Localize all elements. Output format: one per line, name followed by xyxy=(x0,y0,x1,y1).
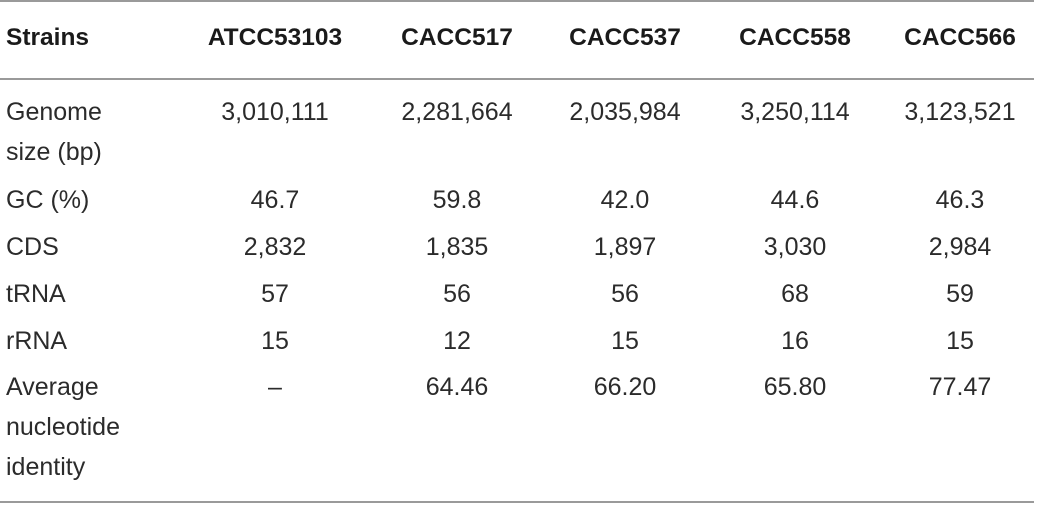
table-cell: 2,984 xyxy=(928,233,992,261)
table-cell: 12 xyxy=(443,327,471,355)
table-cell: 64.46 xyxy=(425,373,489,401)
table-cell: 3,010,111 xyxy=(221,98,329,126)
table-cell: 59.8 xyxy=(432,186,482,214)
table-cell: – xyxy=(268,373,282,401)
table-cell: 16 xyxy=(781,327,809,355)
table-cell: 56 xyxy=(443,280,471,308)
table-cell: 3,123,521 xyxy=(904,98,1016,126)
bottom-rule xyxy=(0,501,1034,503)
table-cell: 65.80 xyxy=(763,373,827,401)
table-cell: 46.7 xyxy=(250,186,300,214)
row-label-line: rRNA xyxy=(6,327,68,355)
row-label-line: size (bp) xyxy=(6,138,102,166)
table-cell: 15 xyxy=(261,327,289,355)
row-label-line: tRNA xyxy=(6,280,66,308)
table-cell: 66.20 xyxy=(593,373,657,401)
table-cell: 2,035,984 xyxy=(569,98,681,126)
table-cell: 15 xyxy=(946,327,974,355)
row-label: rRNA xyxy=(6,321,166,361)
table-cell: 44.6 xyxy=(770,186,820,214)
table-cell: 15 xyxy=(611,327,639,355)
table-cell: 46.3 xyxy=(935,186,985,214)
row-label: GC (%) xyxy=(6,180,166,220)
row-label-line: nucleotide xyxy=(6,413,120,441)
table-cell: 3,250,114 xyxy=(740,98,850,126)
table-cell: 59 xyxy=(946,280,974,308)
table-cell: 1,835 xyxy=(425,233,489,261)
row-label-line: CDS xyxy=(6,233,59,261)
header-cacc566: CACC566 xyxy=(904,24,1016,51)
table-cell: 57 xyxy=(261,280,289,308)
table-cell: 2,281,664 xyxy=(401,98,513,126)
row-label-line: identity xyxy=(6,453,86,481)
table-cell: 56 xyxy=(611,280,639,308)
row-label: tRNA xyxy=(6,274,166,314)
table-cell: 68 xyxy=(781,280,809,308)
row-label: Average nucleotide identity xyxy=(6,367,166,487)
table-cell: 3,030 xyxy=(763,233,827,261)
header-strains: Strains xyxy=(6,24,90,51)
table-cell: 77.47 xyxy=(928,373,992,401)
table-cell: 1,897 xyxy=(593,233,657,261)
header-rule xyxy=(0,78,1034,80)
row-label-line: Genome xyxy=(6,98,102,126)
header-cacc517: CACC517 xyxy=(401,24,513,51)
header-cacc537: CACC537 xyxy=(569,24,681,51)
top-rule xyxy=(0,0,1034,2)
row-label-line: GC (%) xyxy=(6,186,90,214)
row-label: Genome size (bp) xyxy=(6,92,166,172)
row-label: CDS xyxy=(6,227,166,267)
table-cell: 2,832 xyxy=(243,233,307,261)
header-atcc53103: ATCC53103 xyxy=(207,24,343,51)
header-cacc558: CACC558 xyxy=(739,24,851,51)
table-cell: 42.0 xyxy=(600,186,650,214)
row-label-line: Average xyxy=(6,373,99,401)
